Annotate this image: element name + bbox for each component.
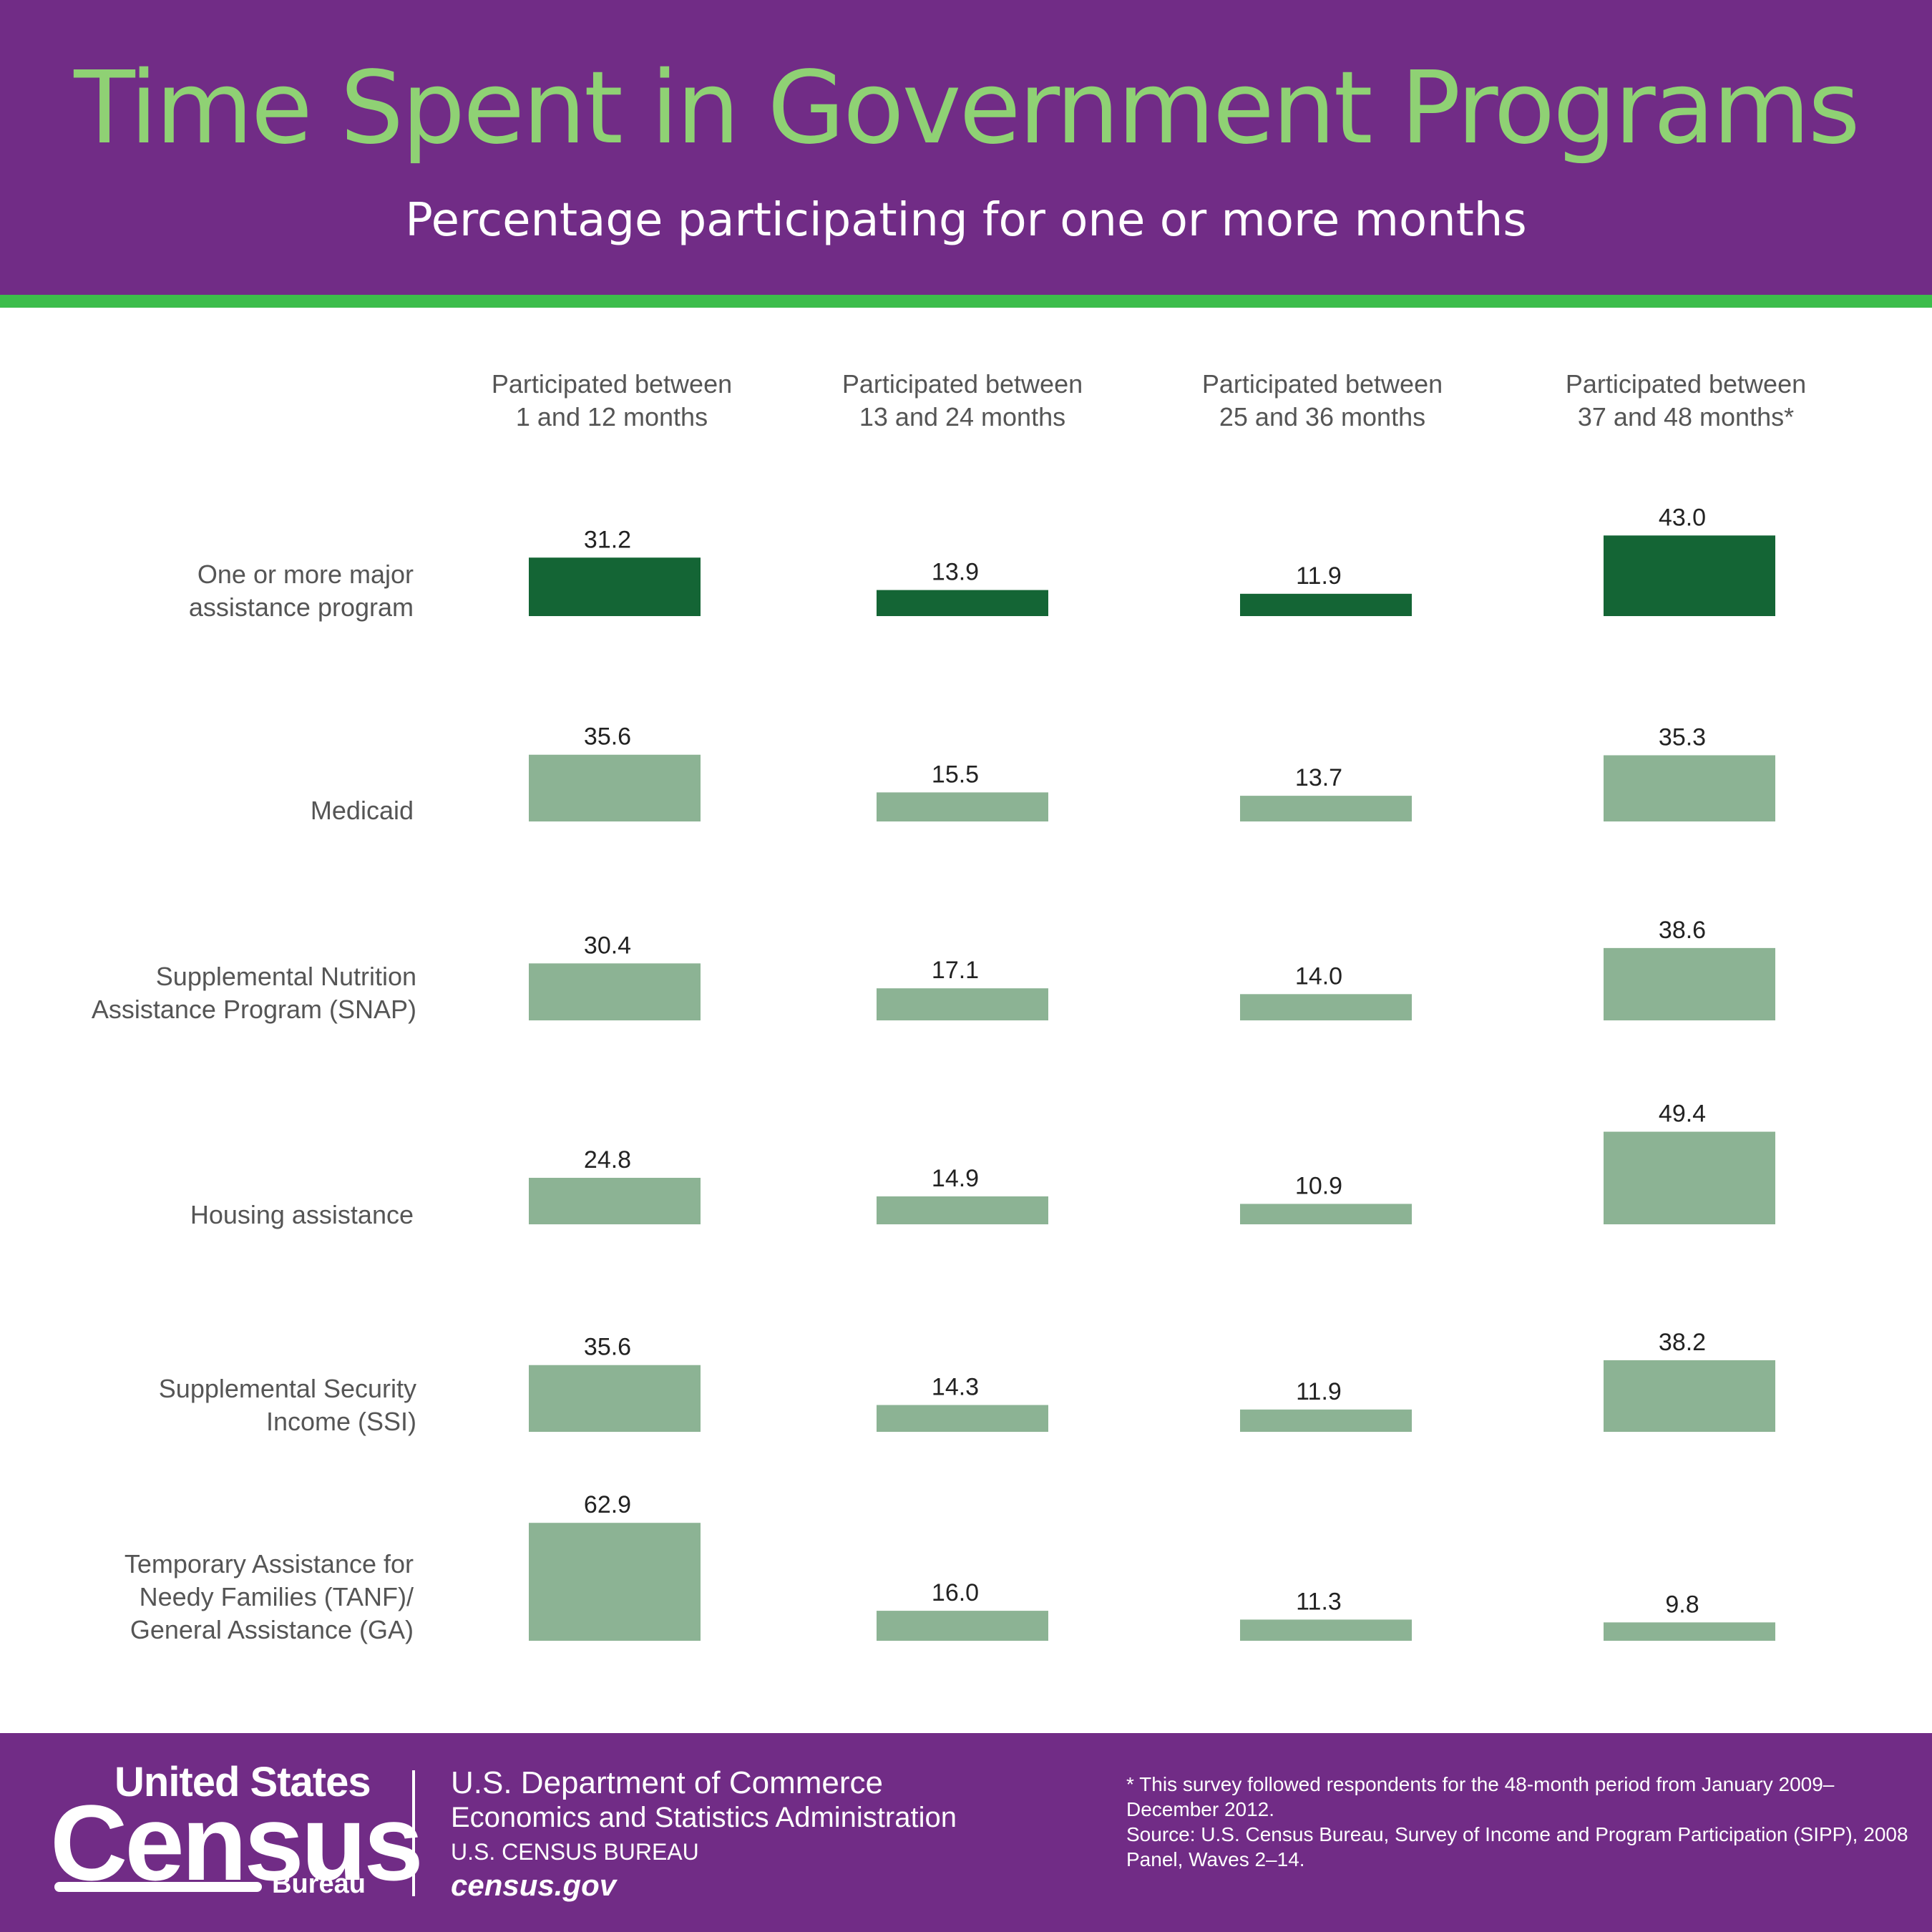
row-label-medicaid: Medicaid	[310, 796, 414, 825]
value-label-r4-c0: 35.6	[584, 1334, 631, 1361]
logo-census: Census	[50, 1782, 424, 1903]
value-label-r4-c3: 38.2	[1659, 1329, 1706, 1356]
bar-r5-c3	[1604, 1622, 1775, 1641]
bar-r4-c3	[1604, 1360, 1775, 1432]
value-label-r0-c3: 43.0	[1659, 504, 1706, 531]
value-label-r5-c2: 11.3	[1296, 1588, 1342, 1615]
bar-r3-c1	[877, 1196, 1048, 1224]
value-label-r1-c0: 35.6	[584, 723, 631, 751]
value-label-r2-c0: 30.4	[584, 932, 631, 959]
value-label-r5-c3: 9.8	[1665, 1591, 1699, 1618]
bar-r4-c2	[1240, 1409, 1412, 1432]
bar-r3-c2	[1240, 1204, 1412, 1224]
bar-r2-c3	[1604, 947, 1775, 1020]
value-label-r5-c1: 16.0	[932, 1579, 979, 1606]
header-banner	[0, 0, 1932, 295]
value-label-r3-c1: 14.9	[932, 1165, 979, 1192]
dept-commerce: U.S. Department of Commerce	[451, 1765, 883, 1800]
value-label-r3-c0: 24.8	[584, 1146, 631, 1174]
row-label-ssi: Supplemental Security Income (SSI)	[158, 1374, 416, 1436]
footnote-survey: * This survey followed respondents for t…	[1126, 1773, 1835, 1820]
bar-r1-c2	[1240, 796, 1412, 821]
value-label-r4-c1: 14.3	[932, 1374, 979, 1401]
bar-r0-c0	[529, 557, 701, 616]
bar-r0-c2	[1240, 593, 1412, 616]
value-label-r0-c0: 31.2	[584, 526, 631, 553]
footer-divider	[412, 1770, 415, 1896]
dept-esa: Economics and Statistics Administration	[451, 1802, 957, 1833]
value-label-r3-c2: 10.9	[1295, 1172, 1342, 1199]
value-label-r1-c2: 13.7	[1295, 764, 1342, 791]
value-label-r0-c1: 13.9	[932, 559, 979, 586]
bar-r3-c0	[529, 1178, 701, 1224]
footer-banner	[0, 1733, 1932, 1932]
header-stripe	[0, 295, 1932, 308]
bar-r5-c1	[877, 1611, 1048, 1641]
bar-r4-c1	[877, 1405, 1048, 1432]
bar-r0-c1	[877, 590, 1048, 616]
bar-r4-c0	[529, 1365, 701, 1432]
column-header-37-48: Participated between 37 and 48 months*	[1565, 369, 1807, 431]
footnote-source: Source: U.S. Census Bureau, Survey of In…	[1126, 1823, 1908, 1870]
column-header-13-24: Participated between 13 and 24 months	[841, 369, 1083, 431]
value-label-r2-c3: 38.6	[1659, 917, 1706, 944]
value-label-r5-c0: 62.9	[584, 1491, 631, 1518]
bar-r1-c0	[529, 754, 701, 821]
value-label-r2-c1: 17.1	[932, 957, 979, 984]
logo-underline	[54, 1882, 262, 1892]
value-label-r1-c3: 35.3	[1659, 724, 1706, 751]
value-label-r2-c2: 14.0	[1295, 962, 1342, 990]
footnote-block: * This survey followed respondents for t…	[1126, 1772, 1913, 1872]
bar-r5-c2	[1240, 1619, 1412, 1641]
row-label-housing: Housing assistance	[190, 1200, 414, 1229]
bar-r0-c3	[1604, 535, 1775, 616]
value-label-r4-c2: 11.9	[1296, 1378, 1342, 1405]
value-label-r3-c3: 49.4	[1659, 1101, 1706, 1128]
logo-united-states: United States	[114, 1759, 371, 1805]
bar-r2-c2	[1240, 994, 1412, 1020]
row-label-snap: Supplemental Nutrition Assistance Progra…	[91, 962, 416, 1024]
bar-r2-c0	[529, 963, 701, 1020]
value-label-r0-c2: 11.9	[1296, 562, 1342, 590]
column-header-1-12: Participated between 1 and 12 months	[491, 369, 733, 431]
chart-subtitle: Percentage participating for one or more…	[405, 194, 1527, 247]
column-header-25-36: Participated between 25 and 36 months	[1201, 369, 1443, 431]
row-label-major-assistance: One or more major assistance program	[188, 560, 414, 622]
bar-r5-c0	[529, 1523, 701, 1641]
logo-bureau: Bureau	[272, 1869, 366, 1899]
bar-r1-c1	[877, 792, 1048, 821]
value-label-r1-c1: 15.5	[932, 761, 979, 788]
chart-title: Time Spent in Government Programs	[74, 50, 1860, 167]
bar-r3-c3	[1604, 1131, 1775, 1224]
census-gov-link[interactable]: census.gov	[451, 1868, 617, 1902]
bar-r1-c3	[1604, 755, 1775, 821]
row-label-tanf: Temporary Assistance for Needy Families …	[124, 1549, 414, 1644]
dept-census-bureau: U.S. CENSUS BUREAU	[451, 1839, 699, 1865]
bar-r2-c1	[877, 988, 1048, 1020]
